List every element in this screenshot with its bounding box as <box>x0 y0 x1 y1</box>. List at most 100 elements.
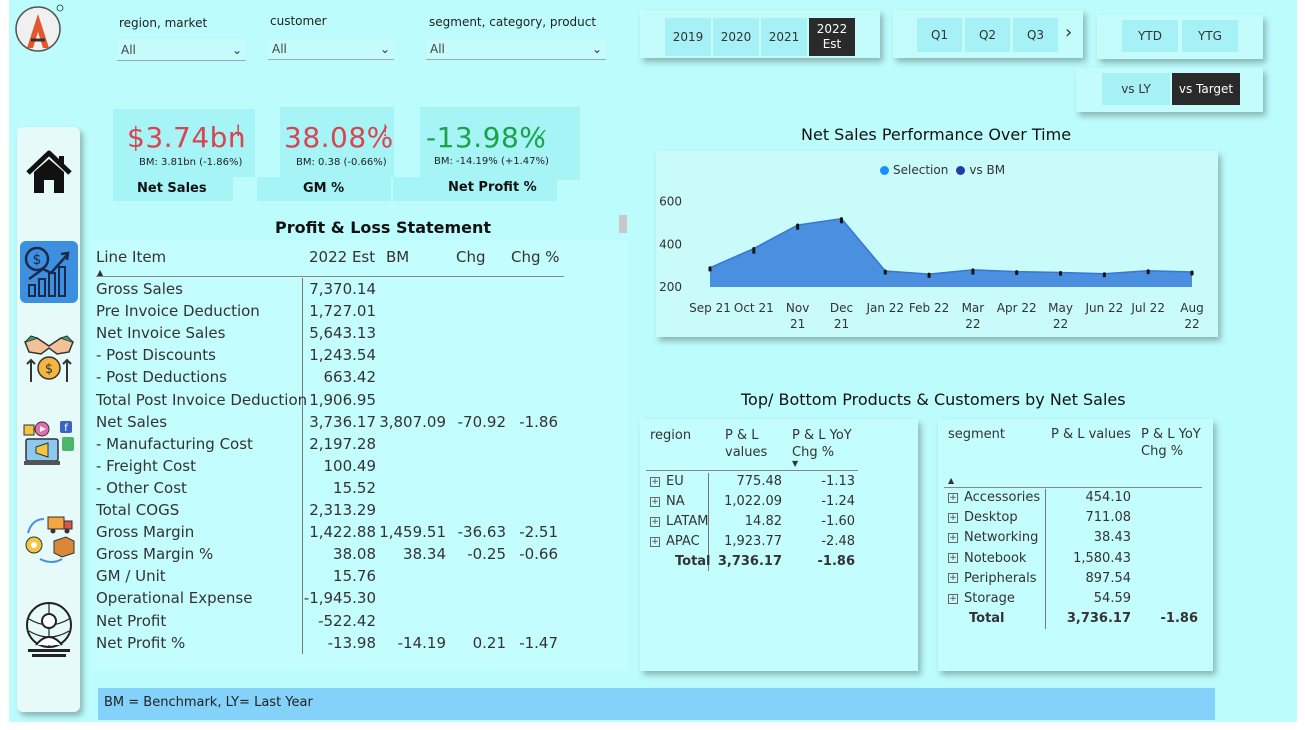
quarter-selector: Q1 Q2 Q3 › <box>893 10 1083 58</box>
segment-values-header[interactable]: P & L values <box>1051 427 1131 442</box>
bm-marker[interactable] <box>708 267 712 272</box>
chart-plot: 200 400 600 Sep 21 Oct 21 Nov 21 Dec 21 Jan 22 Feb… <box>659 195 1204 331</box>
ytg-button[interactable]: YTG <box>1182 20 1238 52</box>
pl-line-item: Pre Invoice Deduction <box>96 302 260 321</box>
segment-name: Desktop <box>964 510 1018 526</box>
expand-icon[interactable]: + <box>948 512 958 523</box>
data-point[interactable] <box>796 223 800 227</box>
vs-target-button[interactable]: vs Target <box>1172 73 1240 105</box>
region-market-filter-label: region, market <box>119 16 208 30</box>
pl-header-bm[interactable]: BM <box>386 248 410 266</box>
vs-ly-button[interactable]: vs LY <box>1102 73 1170 105</box>
year-2022-est-button[interactable]: 2022 Est <box>809 18 855 56</box>
quarter-q2-button[interactable]: Q2 <box>965 18 1010 52</box>
expand-icon[interactable]: + <box>948 492 958 503</box>
scrollbar-thumb[interactable] <box>619 215 627 233</box>
expand-icon[interactable]: + <box>948 573 958 584</box>
data-point[interactable] <box>883 269 887 273</box>
list-item[interactable]: + Networking 38.43 <box>948 530 1198 550</box>
home-icon[interactable] <box>20 141 78 203</box>
bm-marker[interactable] <box>752 249 756 254</box>
bm-marker[interactable] <box>796 225 800 230</box>
pl-line-item: Operational Expense <box>96 589 253 608</box>
kpi-label-box: GM % <box>257 177 391 201</box>
data-point[interactable] <box>752 247 756 251</box>
pl-header-line-item[interactable]: Line Item <box>96 248 167 266</box>
pl-header-chg-pct[interactable]: Chg % <box>511 248 560 266</box>
list-item[interactable]: + Accessories 454.10 <box>948 490 1198 510</box>
pl-title: Profit & Loss Statement <box>275 218 492 237</box>
expand-icon[interactable]: + <box>650 516 660 527</box>
total-value: 3,736.17 <box>717 554 782 569</box>
segment-name: Accessories <box>964 490 1041 505</box>
chevron-down-icon: ⌄ <box>379 41 390 56</box>
expand-icon[interactable]: + <box>948 532 958 543</box>
data-point[interactable] <box>708 266 712 270</box>
alert-icon: ! <box>382 121 389 140</box>
list-item[interactable]: + Peripherals 897.54 <box>948 571 1198 591</box>
segment-name: Peripherals <box>964 570 1037 586</box>
region-chg: -1.13 <box>821 474 855 489</box>
list-item[interactable]: + Desktop 711.08 <box>948 510 1198 530</box>
supply-chain-icon[interactable] <box>20 507 78 569</box>
pl-header-2022[interactable]: 2022 Est <box>309 248 376 266</box>
chevron-right-icon[interactable]: › <box>1065 22 1073 43</box>
pl-value: 2,197.28 <box>309 434 376 453</box>
bm-marker[interactable] <box>883 270 887 275</box>
list-item[interactable]: + Notebook 1,580.43 <box>948 551 1198 571</box>
handshake-money-icon[interactable]: $ <box>20 327 78 389</box>
pl-line-item: Gross Margin % <box>96 545 214 564</box>
total-label: Total <box>675 554 711 569</box>
segment-dropdown[interactable]: All ⌄ <box>426 38 606 60</box>
year-2019-button[interactable]: 2019 <box>665 18 711 56</box>
expand-icon[interactable]: + <box>948 553 958 564</box>
list-item[interactable]: + NA 1,022.09 -1.24 <box>650 494 860 514</box>
list-item[interactable]: + LATAM 14.82 -1.60 <box>650 514 860 534</box>
expand-icon[interactable]: + <box>650 536 660 547</box>
quarter-q1-button[interactable]: Q1 <box>917 18 962 52</box>
year-2020-button[interactable]: 2020 <box>713 18 759 56</box>
data-point[interactable] <box>1015 270 1019 274</box>
data-point[interactable] <box>1146 269 1150 273</box>
customer-dropdown[interactable]: All ⌄ <box>268 38 394 60</box>
list-item[interactable]: + EU 775.48 -1.13 <box>650 474 860 494</box>
ytd-button[interactable]: YTD <box>1122 20 1178 52</box>
pl-chg-pct: -2.51 <box>519 523 558 542</box>
bm-marker[interactable] <box>927 273 931 278</box>
side-navigation: $ $ f <box>17 127 80 712</box>
x-tick-label: 22 <box>965 317 980 331</box>
data-point[interactable] <box>839 217 843 221</box>
expand-icon[interactable]: + <box>650 476 660 487</box>
expand-icon[interactable]: + <box>650 496 660 507</box>
table-row: Total COGS 2,313.29 <box>96 501 566 523</box>
legend-selection-marker <box>880 165 889 175</box>
expand-icon[interactable]: + <box>948 593 958 604</box>
bm-marker[interactable] <box>971 270 975 275</box>
year-2021-button[interactable]: 2021 <box>761 18 807 56</box>
region-yoy-header[interactable]: P & L YoY Chg % <box>792 428 852 460</box>
data-point[interactable] <box>927 272 931 276</box>
executive-icon[interactable] <box>20 599 78 661</box>
data-point[interactable] <box>1059 270 1063 274</box>
list-item[interactable]: + Storage 54.59 <box>948 591 1198 611</box>
list-item[interactable]: + APAC 1,923.77 -2.48 <box>650 534 860 554</box>
table-row: Net Invoice Sales 5,643.13 <box>96 324 566 346</box>
quarter-q3-button[interactable]: Q3 <box>1013 18 1058 52</box>
marketing-icon[interactable]: f <box>20 413 78 475</box>
finance-growth-icon[interactable]: $ <box>20 241 78 303</box>
region-name: EU <box>666 474 684 489</box>
total-row: Total 3,736.17 -1.86 <box>650 554 860 574</box>
bm-marker[interactable] <box>839 219 843 224</box>
x-tick-label: Oct 21 <box>734 301 774 315</box>
data-point[interactable] <box>1102 272 1106 276</box>
region-market-dropdown[interactable]: All ⌄ <box>117 39 246 61</box>
table-row: GM / Unit 15.76 <box>96 567 566 589</box>
segment-header[interactable]: segment <box>948 427 1006 442</box>
data-point[interactable] <box>971 268 975 272</box>
segment-name: Networking <box>964 530 1039 546</box>
region-header[interactable]: region <box>650 428 692 443</box>
region-values-header[interactable]: P & L values <box>725 428 768 460</box>
data-point[interactable] <box>1190 270 1194 274</box>
pl-header-chg[interactable]: Chg <box>456 248 486 266</box>
segment-yoy-header[interactable]: P & L YoY Chg % <box>1141 427 1201 459</box>
